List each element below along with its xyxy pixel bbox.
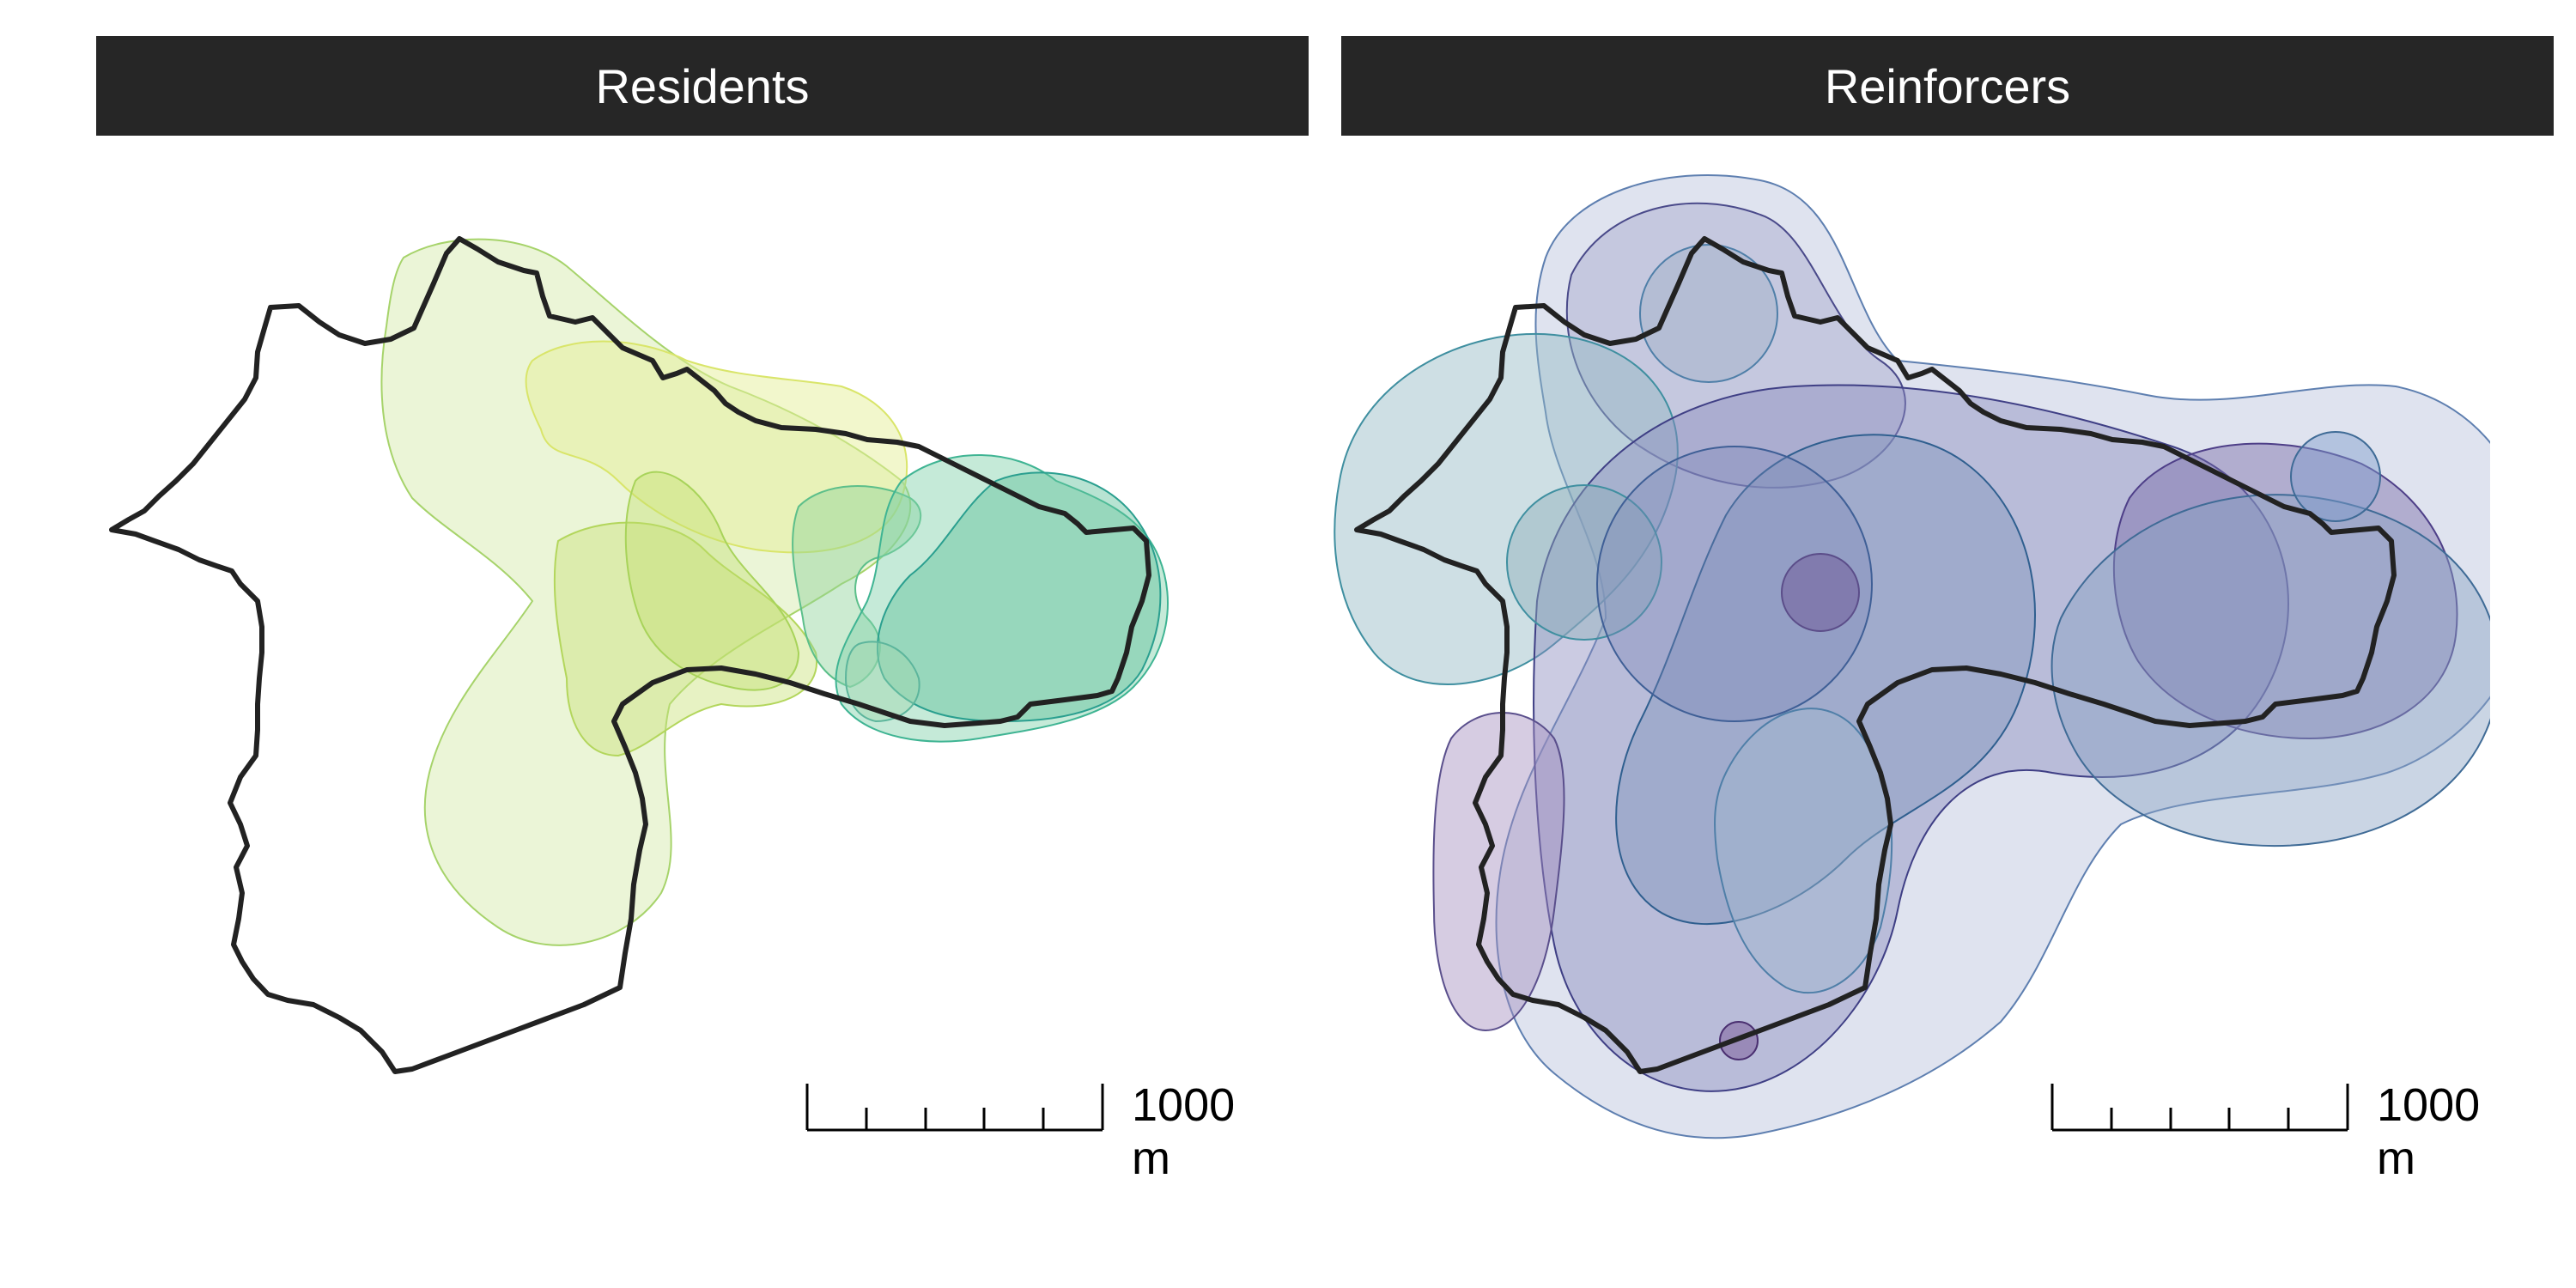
- residents-map: [109, 236, 1169, 1074]
- resident-range-7: [877, 471, 1162, 723]
- resident-range-3: [553, 521, 818, 757]
- reinforcer-range-13: [2290, 431, 2381, 522]
- reinforcer-range-15: [1596, 446, 1873, 722]
- study-area-boundary: [109, 236, 1151, 1074]
- scalebar-residents: [805, 1084, 1104, 1132]
- reinforcer-range-8: [1714, 708, 1893, 994]
- panel-title-reinforcers: Reinforcers: [1341, 36, 2554, 136]
- panel-residents: Residents 1000 m: [0, 0, 1309, 1288]
- panel-title-residents: Residents: [96, 36, 1309, 136]
- reinforcer-range-3: [1334, 333, 1679, 685]
- reinforcer-range-12: [1781, 553, 1860, 632]
- resident-range-5: [792, 485, 922, 689]
- scalebar-reinforcers: [2050, 1084, 2349, 1132]
- resident-range-8: [844, 641, 920, 723]
- study-area-boundary-reinforcers: [1354, 236, 2397, 1074]
- scalebar-label-residents: 1000 m: [1132, 1079, 1236, 1184]
- reinforcers-map: [1334, 174, 2490, 1139]
- reinforcer-range-6: [2112, 442, 2458, 740]
- reinforcer-range-1: [1495, 174, 2490, 1139]
- reinforcer-range-5: [1615, 434, 2036, 926]
- reinforcer-range-4: [1533, 384, 2289, 1092]
- panel-reinforcers: Reinforcers: [1245, 0, 2554, 1288]
- residents-home-ranges: [380, 238, 1169, 946]
- reinforcer-range-10: [1639, 244, 1778, 383]
- resident-range-2: [525, 340, 908, 554]
- scalebar-label-reinforcers: 1000 m: [2377, 1079, 2481, 1184]
- reinforcers-home-ranges: [1334, 174, 2490, 1139]
- reinforcer-range-11: [1506, 484, 1662, 641]
- resident-range-6: [835, 454, 1169, 743]
- reinforcer-range-7: [2050, 494, 2490, 848]
